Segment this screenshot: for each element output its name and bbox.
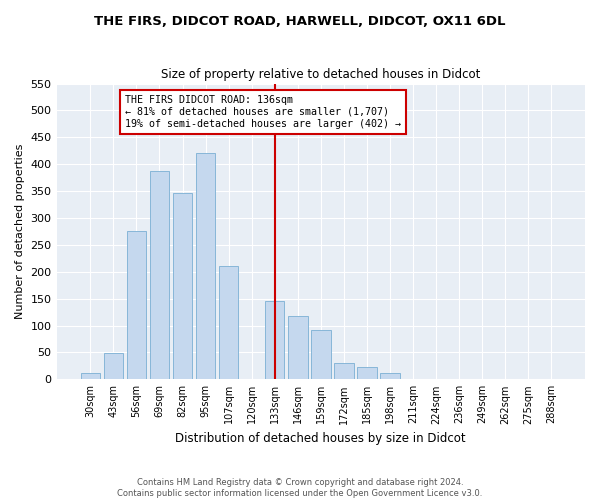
Title: Size of property relative to detached houses in Didcot: Size of property relative to detached ho… xyxy=(161,68,481,81)
Bar xyxy=(196,154,215,380)
Bar xyxy=(219,266,238,380)
Bar xyxy=(265,302,284,380)
Bar xyxy=(104,354,123,380)
X-axis label: Distribution of detached houses by size in Didcot: Distribution of detached houses by size … xyxy=(175,432,466,445)
Bar xyxy=(173,192,193,380)
Bar xyxy=(288,316,308,380)
Text: Contains HM Land Registry data © Crown copyright and database right 2024.
Contai: Contains HM Land Registry data © Crown c… xyxy=(118,478,482,498)
Text: THE FIRS DIDCOT ROAD: 136sqm
← 81% of detached houses are smaller (1,707)
19% of: THE FIRS DIDCOT ROAD: 136sqm ← 81% of de… xyxy=(125,96,401,128)
Y-axis label: Number of detached properties: Number of detached properties xyxy=(15,144,25,319)
Bar xyxy=(80,373,100,380)
Bar xyxy=(149,170,169,380)
Bar xyxy=(334,362,353,380)
Bar xyxy=(127,232,146,380)
Bar xyxy=(311,330,331,380)
Text: THE FIRS, DIDCOT ROAD, HARWELL, DIDCOT, OX11 6DL: THE FIRS, DIDCOT ROAD, HARWELL, DIDCOT, … xyxy=(94,15,506,28)
Bar xyxy=(380,373,400,380)
Bar xyxy=(357,367,377,380)
